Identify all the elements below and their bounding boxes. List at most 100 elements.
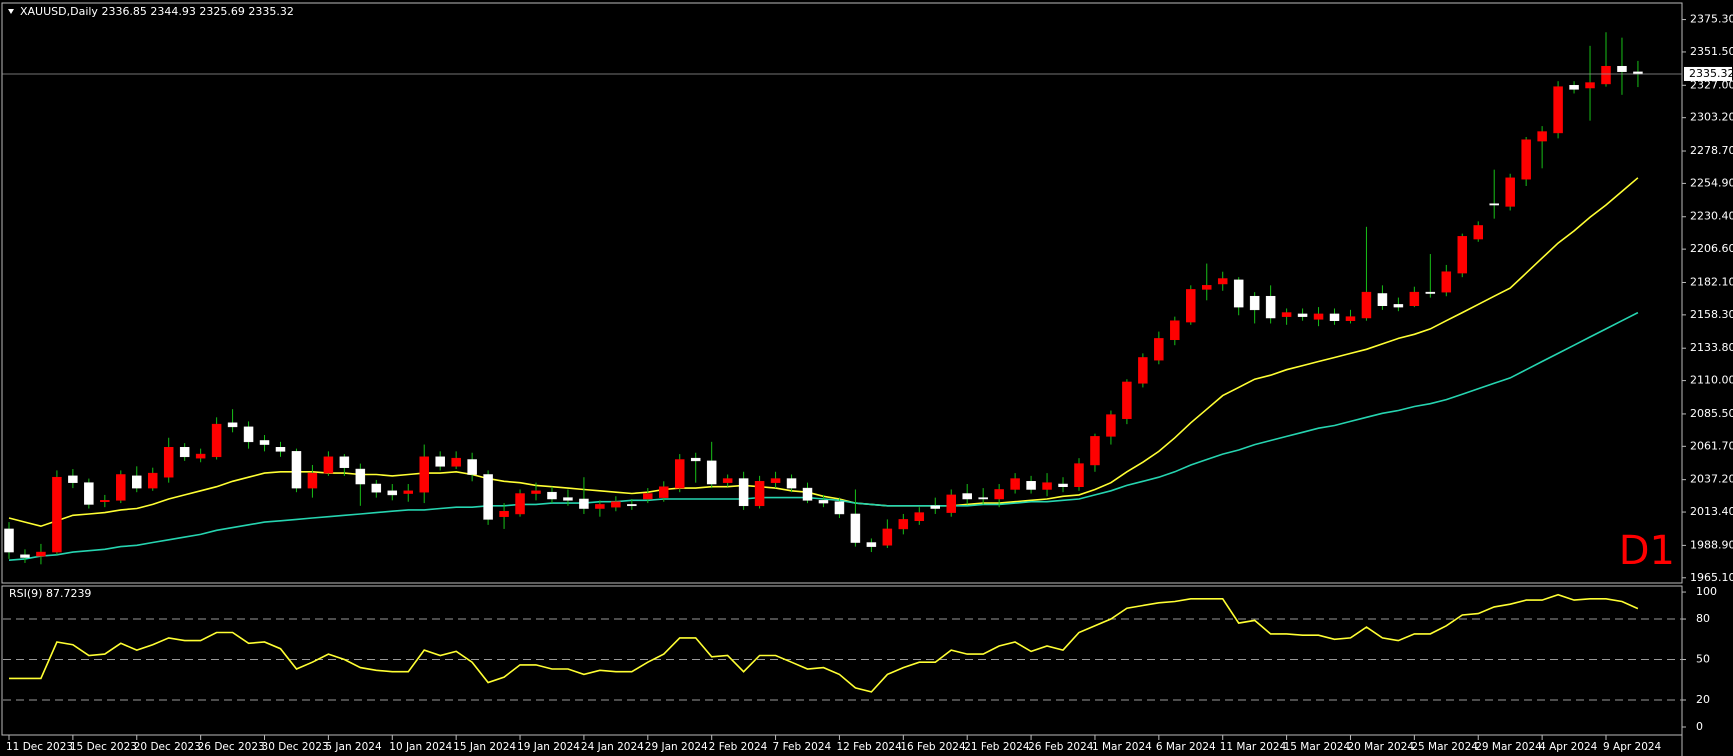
candle-body bbox=[1425, 291, 1436, 294]
y-tick-label: 0 bbox=[1696, 720, 1703, 733]
candle-body bbox=[611, 501, 621, 508]
candle-body bbox=[1249, 295, 1260, 311]
candle-body bbox=[802, 487, 813, 501]
candle-body bbox=[1569, 85, 1579, 90]
candle-body bbox=[132, 475, 142, 489]
candle-body bbox=[227, 422, 238, 428]
candle-body bbox=[866, 542, 877, 547]
x-tick-label: 29 Mar 2024 bbox=[1475, 741, 1542, 753]
candle-body bbox=[243, 426, 254, 443]
candle-body bbox=[179, 447, 190, 458]
x-tick-label: 10 Jan 2024 bbox=[389, 741, 452, 753]
y-tick-label: 1988.90 bbox=[1690, 538, 1733, 551]
current-price-box bbox=[1684, 66, 1732, 81]
x-tick-label: 11 Dec 2023 bbox=[6, 741, 73, 753]
candle-body bbox=[1345, 316, 1356, 321]
candle-body bbox=[1186, 289, 1196, 323]
candle-body bbox=[1233, 279, 1244, 308]
candle-body bbox=[531, 490, 541, 494]
candle-body bbox=[291, 451, 302, 489]
y-tick-label: 100 bbox=[1696, 585, 1717, 598]
y-tick-label: 2254.90 bbox=[1690, 176, 1733, 189]
candle-body bbox=[499, 510, 509, 517]
candle-body bbox=[643, 493, 653, 500]
candle-body bbox=[1202, 285, 1212, 290]
y-tick-label: 2278.70 bbox=[1690, 144, 1733, 157]
x-tick-label: 7 Feb 2024 bbox=[773, 741, 832, 753]
candle-body bbox=[1313, 313, 1324, 320]
candle-body bbox=[435, 456, 445, 467]
x-tick-label: 16 Feb 2024 bbox=[900, 741, 966, 753]
rsi-title: RSI(9) 87.7239 bbox=[9, 587, 91, 600]
rsi-line bbox=[9, 593, 1639, 693]
candle-body bbox=[307, 472, 318, 489]
candle-body bbox=[627, 504, 637, 507]
candle-body bbox=[195, 453, 206, 459]
candle-body bbox=[1010, 478, 1020, 490]
current-price-label: 2335.32 bbox=[1689, 67, 1733, 80]
x-tick-label: 15 Dec 2023 bbox=[70, 741, 137, 753]
candle-body bbox=[706, 460, 717, 485]
candle-body bbox=[1074, 463, 1084, 487]
candle-body bbox=[100, 500, 110, 502]
candle-body bbox=[20, 554, 30, 558]
candle-body bbox=[515, 493, 525, 515]
y-tick-label: 2351.50 bbox=[1690, 45, 1733, 58]
candle-body bbox=[1090, 436, 1100, 466]
x-tick-label: 19 Jan 2024 bbox=[517, 741, 580, 753]
x-tick-label: 5 Jan 2024 bbox=[325, 741, 382, 753]
candle-body bbox=[1377, 293, 1388, 306]
candle-body bbox=[1585, 82, 1595, 89]
y-tick-label: 2110.00 bbox=[1690, 374, 1733, 387]
y-tick-label: 1965.10 bbox=[1690, 571, 1733, 584]
x-tick-label: 26 Feb 2024 bbox=[1028, 741, 1094, 753]
candle-body bbox=[467, 459, 477, 475]
candle-body bbox=[1281, 312, 1292, 317]
candle-body bbox=[738, 478, 749, 507]
candle-body bbox=[1170, 320, 1180, 341]
y-tick-label: 2206.60 bbox=[1690, 242, 1733, 255]
x-tick-label: 21 Feb 2024 bbox=[964, 741, 1030, 753]
candle-body bbox=[1297, 313, 1308, 317]
candle-body bbox=[1521, 139, 1531, 180]
x-tick-label: 1 Mar 2024 bbox=[1092, 741, 1152, 753]
candle-body bbox=[211, 423, 222, 458]
candle-body bbox=[1217, 278, 1228, 285]
y-tick-label: 50 bbox=[1696, 653, 1710, 666]
candle-body bbox=[116, 474, 126, 501]
candle-body bbox=[1537, 131, 1547, 142]
candle-body bbox=[818, 500, 829, 504]
candle-body bbox=[978, 497, 988, 500]
candle-body bbox=[323, 456, 334, 474]
candle-body bbox=[1265, 295, 1276, 319]
candle-body bbox=[1489, 203, 1499, 206]
candle-body bbox=[4, 528, 14, 553]
candle-body bbox=[659, 486, 669, 498]
candle-body bbox=[898, 519, 909, 530]
y-tick-label: 2133.80 bbox=[1690, 341, 1733, 354]
candle-body bbox=[483, 474, 493, 520]
candle-body bbox=[579, 498, 589, 509]
y-tick-label: 2375.30 bbox=[1690, 13, 1733, 26]
candle-body bbox=[770, 478, 781, 483]
rsi-frame bbox=[1, 585, 1683, 736]
candle-body bbox=[674, 459, 685, 489]
candle-body bbox=[1026, 481, 1036, 490]
candle-body bbox=[275, 447, 286, 452]
candle-body bbox=[914, 512, 925, 522]
collapse-icon bbox=[8, 9, 14, 14]
x-tick-label: 20 Mar 2024 bbox=[1347, 741, 1414, 753]
x-tick-label: 29 Jan 2024 bbox=[645, 741, 708, 753]
y-tick-label: 2037.20 bbox=[1690, 473, 1733, 486]
timeframe-label: D1 bbox=[1619, 528, 1675, 574]
candle-body bbox=[754, 481, 765, 507]
candle-body bbox=[1601, 65, 1611, 85]
candle-body bbox=[84, 482, 94, 505]
candle-body bbox=[403, 490, 413, 494]
candle-body bbox=[1058, 483, 1068, 487]
x-tick-label: 25 Mar 2024 bbox=[1411, 741, 1478, 753]
candle-body bbox=[1138, 357, 1148, 384]
